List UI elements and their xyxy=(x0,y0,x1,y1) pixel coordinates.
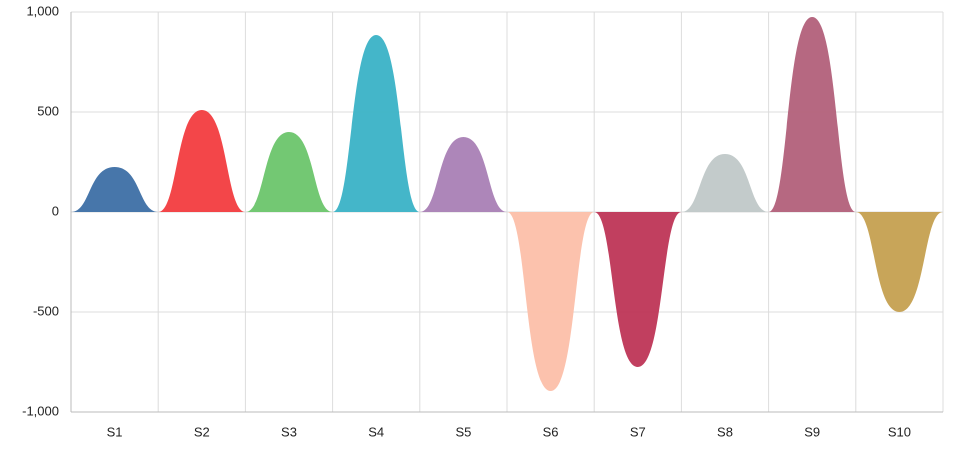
y-tick-label: 1,000 xyxy=(26,3,59,18)
y-tick-label: 0 xyxy=(52,203,59,218)
x-tick-label: S8 xyxy=(717,424,733,439)
peak-area xyxy=(768,17,856,212)
peak-area xyxy=(855,212,943,312)
x-tick-label: S3 xyxy=(281,424,297,439)
x-tick-label: S2 xyxy=(194,424,210,439)
x-tick-label: S5 xyxy=(455,424,471,439)
peak-area xyxy=(507,212,595,391)
x-tick-label: S9 xyxy=(804,424,820,439)
x-tick-label: S10 xyxy=(888,424,911,439)
peak-area xyxy=(71,167,159,212)
y-tick-label: 500 xyxy=(37,103,59,118)
peak-area xyxy=(594,212,682,367)
peak-area xyxy=(245,132,333,212)
x-tick-label: S7 xyxy=(630,424,646,439)
y-tick-label: -500 xyxy=(33,303,59,318)
peak-area xyxy=(332,35,420,212)
peak-area xyxy=(419,137,507,212)
x-tick-label: S6 xyxy=(543,424,559,439)
peak-area xyxy=(158,110,246,212)
y-tick-label: -1,000 xyxy=(22,403,59,418)
peak-area xyxy=(681,154,769,212)
x-tick-label: S1 xyxy=(107,424,123,439)
x-tick-label: S4 xyxy=(368,424,384,439)
